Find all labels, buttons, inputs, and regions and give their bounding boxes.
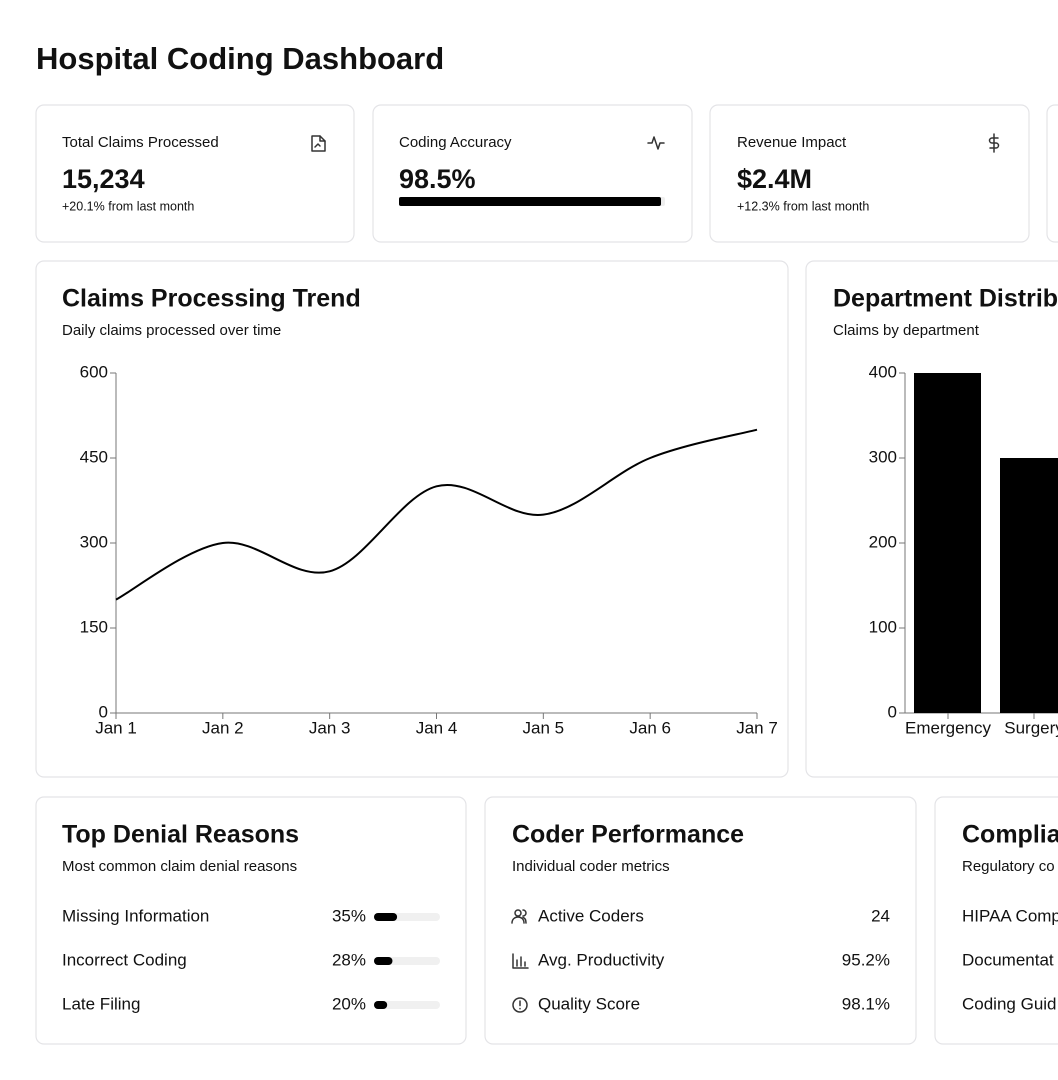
y-tick-label: 0 [888,702,897,721]
dollar-icon [988,133,1000,153]
y-tick-label: 0 [99,702,108,721]
card-title: Complia [962,821,1058,849]
y-tick-label: 200 [869,532,897,551]
stat-label: Revenue Impact [737,134,847,151]
card-subtitle: Most common claim denial reasons [62,858,297,875]
users-icon [511,909,527,924]
coder-label: Active Coders [538,906,644,925]
denial-label: Missing Information [62,906,209,925]
stat-value: $2.4M [737,164,812,194]
denial-label: Late Filing [62,994,140,1013]
stat-card [372,104,693,243]
y-tick-label: 150 [80,617,108,636]
stat-note: +20.1% from last month [62,199,194,213]
compliance-label: Documentat [962,950,1054,969]
card-title: Top Denial Reasons [62,821,299,849]
stat-card [35,104,355,243]
chart-title: Department Distrib [833,285,1058,313]
x-tick-label: Surgery [1004,718,1058,737]
chart-subtitle: Daily claims processed over time [62,322,281,339]
stat-card [709,104,1030,243]
x-tick-label: Jan 5 [523,718,565,737]
x-tick-label: Jan 3 [309,718,351,737]
denial-bar [374,957,393,965]
list-card [35,796,467,1045]
x-tick-label: Jan 7 [736,718,778,737]
x-tick-label: Emergency [905,718,991,737]
y-tick-label: 450 [80,447,108,466]
chart-card [35,260,789,778]
stat-note: +12.3% from last month [737,199,869,213]
x-tick-label: Jan 2 [202,718,244,737]
activity-icon [647,136,665,150]
denial-track [374,1001,440,1009]
denial-value: 28% [332,950,366,969]
coder-label: Avg. Productivity [538,950,665,969]
stat-label: Coding Accuracy [399,134,512,151]
denial-bar [374,1001,388,1009]
bar [914,373,981,713]
y-tick-label: 600 [80,362,108,381]
coder-label: Quality Score [538,994,640,1013]
stat-value: 15,234 [62,164,145,194]
denial-bar [374,913,398,921]
bar [1000,458,1058,713]
y-tick-label: 400 [869,362,897,381]
progress-fill [399,197,662,206]
stat-card [1046,104,1058,243]
denial-value: 35% [332,906,366,925]
trend-line [115,428,758,601]
coder-value: 24 [871,906,890,925]
denial-value: 20% [332,994,366,1013]
card-title: Coder Performance [512,821,744,849]
stat-value: 98.5% [399,164,476,194]
alert-icon [512,997,528,1013]
list-card [934,796,1058,1045]
bar-icon [512,953,529,969]
chart-subtitle: Claims by department [833,322,980,339]
y-tick-label: 300 [80,532,108,551]
y-tick-label: 300 [869,447,897,466]
x-tick-label: Jan 4 [416,718,458,737]
page-title: Hospital Coding Dashboard [36,41,444,76]
x-tick-label: Jan 1 [95,718,137,737]
card-subtitle: Regulatory co [962,858,1055,875]
denial-label: Incorrect Coding [62,950,187,969]
list-card [484,796,917,1045]
compliance-label: HIPAA Comp [962,906,1058,925]
coder-value: 98.1% [842,994,890,1013]
coder-value: 95.2% [842,950,890,969]
y-tick-label: 100 [869,617,897,636]
x-tick-label: Jan 6 [629,718,671,737]
card-subtitle: Individual coder metrics [512,858,670,875]
file-icon [311,135,326,152]
stat-label: Total Claims Processed [62,134,219,151]
chart-title: Claims Processing Trend [62,285,361,313]
compliance-label: Coding Guid [962,994,1057,1013]
